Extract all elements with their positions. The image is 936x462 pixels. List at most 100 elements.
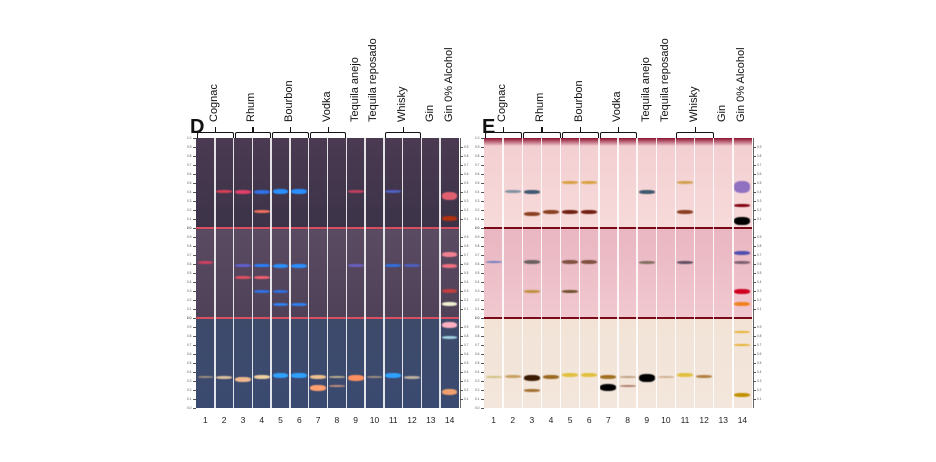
axis-tick-label: 0.5 <box>464 181 469 185</box>
chromatography-band <box>581 260 598 265</box>
axis-tick <box>481 273 484 274</box>
axis-tick <box>481 327 484 328</box>
axis-tick-label: 0.3 <box>187 199 192 203</box>
axis-tick-label: 0.6 <box>757 172 762 176</box>
axis-tick-label: 0.3 <box>757 379 762 383</box>
axis-tick <box>753 246 756 247</box>
chromatography-band <box>347 264 364 268</box>
chromatography-band <box>291 303 308 307</box>
chromatography-band <box>523 289 540 293</box>
axis-tick-label: 0.4 <box>757 370 762 374</box>
lane-separator <box>693 138 696 408</box>
axis-tick <box>193 327 196 328</box>
chromatography-band <box>253 189 270 194</box>
axis-tick <box>481 147 484 148</box>
axis-tick <box>481 138 484 139</box>
chromatography-band <box>441 289 458 294</box>
lane-number: 9 <box>644 415 650 425</box>
chromatography-band <box>441 263 458 268</box>
chromatography-band <box>523 388 540 392</box>
chromatography-band <box>542 374 560 379</box>
axis-tick <box>481 228 484 229</box>
axis-tick <box>753 165 756 166</box>
axis-tick-label: 0.1 <box>475 397 480 401</box>
sample-group-label: Vodka <box>320 91 333 122</box>
axis-tick <box>460 183 463 184</box>
axis-tick-label: 0.9 <box>475 325 480 329</box>
sample-group-label: Tequila reposado <box>367 38 380 122</box>
axis-tick <box>481 336 484 337</box>
chromatography-band <box>562 209 579 214</box>
axis-tick-label: 0.5 <box>475 271 480 275</box>
axis-tick-label: 0.9 <box>464 235 469 239</box>
axis-tick-label: 0.5 <box>187 361 192 365</box>
axis-tick <box>481 363 484 364</box>
group-bracket-tick <box>402 127 404 133</box>
axis-tick-label: 0.7 <box>475 163 480 167</box>
group-bracket-tick <box>579 127 581 133</box>
axis-tick-label: 0.3 <box>187 289 192 293</box>
axis-tick-label: 0.2 <box>464 298 469 302</box>
axis-tick <box>193 174 196 175</box>
lane-number: 14 <box>737 415 748 425</box>
axis-tick <box>193 264 196 265</box>
axis-tick <box>193 273 196 274</box>
lane-number: 4 <box>259 415 265 425</box>
axis-tick <box>193 156 196 157</box>
chromatography-band <box>441 216 458 222</box>
axis-tick <box>481 246 484 247</box>
axis-tick <box>460 255 463 256</box>
axis-tick <box>753 372 756 373</box>
chromatography-band <box>734 251 751 256</box>
chromatography-band <box>272 263 289 268</box>
axis-tick-label: 0.6 <box>187 262 192 266</box>
chromatography-band <box>619 375 636 378</box>
axis-tick-label: 0.7 <box>475 343 480 347</box>
chromatography-band <box>504 190 521 194</box>
lane-number: 14 <box>444 415 455 425</box>
axis-tick <box>481 156 484 157</box>
lane-number: 4 <box>548 415 554 425</box>
axis-tick <box>193 219 196 220</box>
lane-separator <box>712 138 715 408</box>
lane-separator <box>578 138 581 408</box>
sample-group-label: Cognac <box>496 84 509 122</box>
sample-group-label: Bourbon <box>282 80 295 122</box>
axis-tick-label: 0.0 <box>187 226 192 230</box>
axis-tick-label: 0.7 <box>475 253 480 257</box>
sample-group-label: Cognac <box>207 84 220 122</box>
axis-tick <box>193 300 196 301</box>
lane-number: 5 <box>567 415 573 425</box>
lane-separator <box>540 138 543 408</box>
chromatography-band <box>235 189 251 194</box>
axis-tick <box>460 291 463 292</box>
axis-tick-label: 0.6 <box>475 262 480 266</box>
axis-tick <box>481 309 484 310</box>
chromatography-band <box>734 181 751 194</box>
axis-tick <box>753 156 756 157</box>
lane-separator <box>251 138 254 408</box>
lane-number: 2 <box>221 415 227 425</box>
axis-tick <box>193 237 196 238</box>
chromatography-band <box>523 375 540 382</box>
chromatography-band <box>657 375 674 378</box>
axis-tick <box>193 201 196 202</box>
axis-tick-label: 0.8 <box>475 334 480 338</box>
lane-number: 13 <box>718 415 729 425</box>
axis-tick-label: 0.7 <box>187 163 192 167</box>
chromatography-band <box>329 376 345 379</box>
sample-group-label: Tequila anejo <box>348 57 361 122</box>
group-bracket-tick <box>214 127 217 133</box>
sample-group-label: Rhum <box>534 92 547 122</box>
axis-tick-label: 0.9 <box>757 145 762 149</box>
axis-tick-label: 0.6 <box>475 172 480 176</box>
axis-tick <box>753 300 756 301</box>
axis-tick <box>460 390 463 391</box>
axis-tick <box>460 237 463 238</box>
chromatography-band <box>329 385 345 388</box>
axis-tick <box>753 327 756 328</box>
axis-tick-label: 0.3 <box>464 289 469 293</box>
chromatography-band <box>638 260 655 264</box>
lane-number: 13 <box>426 415 436 425</box>
axis-tick <box>460 354 463 355</box>
